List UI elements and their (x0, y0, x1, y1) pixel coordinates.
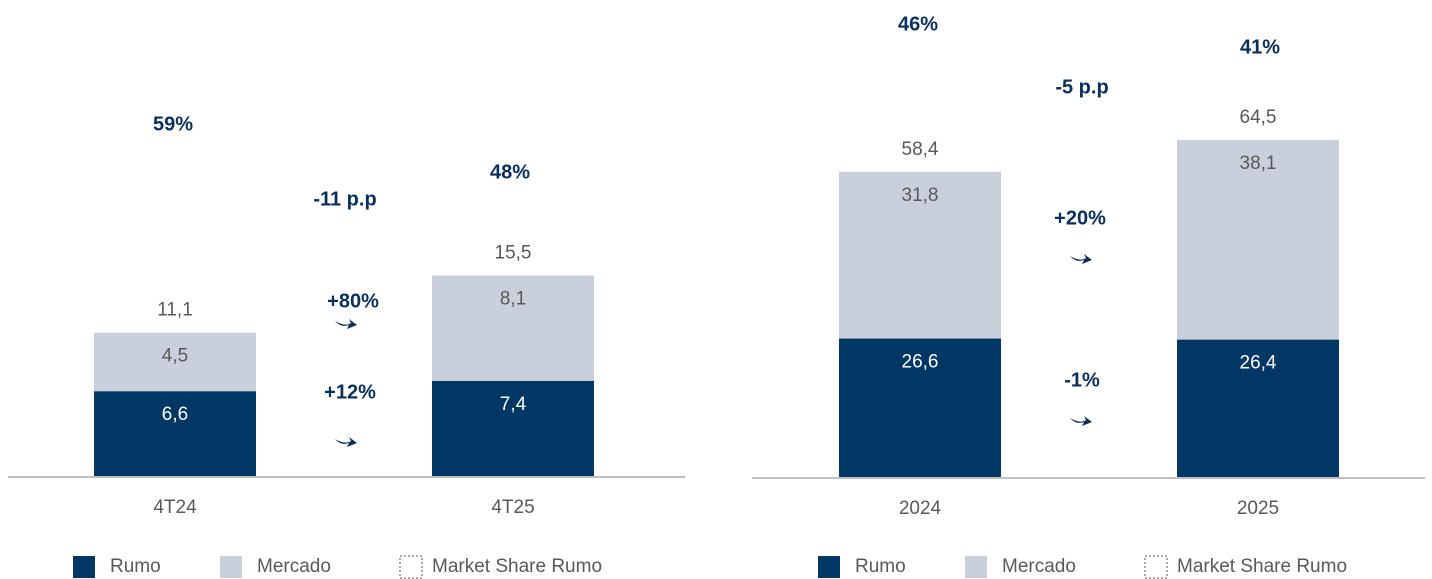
arrow (1070, 416, 1092, 426)
total-label: 64,5 (1240, 107, 1277, 128)
annotation: -1% (1064, 369, 1100, 391)
legend-label: Market Share Rumo (432, 556, 602, 577)
bar-segment (94, 332, 256, 392)
x-tick-label: 4T24 (153, 497, 197, 518)
legend-swatch (965, 556, 987, 578)
legend-swatch (220, 556, 242, 578)
annotation: -5 p.p (1055, 76, 1108, 98)
legend-label: Market Share Rumo (1177, 556, 1347, 577)
total-label: 58,4 (902, 139, 939, 160)
value-label: 7,4 (500, 394, 527, 415)
x-tick-label: 4T25 (491, 497, 534, 518)
annotation: +80% (327, 290, 379, 312)
market-share-label: 59% (153, 113, 193, 135)
value-label: 31,8 (902, 185, 939, 206)
legend-swatch (1144, 555, 1168, 579)
value-label: 26,6 (902, 352, 939, 373)
annotation: +12% (324, 381, 376, 403)
legend-swatch (399, 555, 423, 579)
total-label: 15,5 (495, 243, 532, 264)
market-share-label: 46% (898, 13, 938, 35)
value-label: 8,1 (500, 289, 526, 310)
legend-swatch (818, 556, 840, 578)
value-label: 26,4 (1240, 353, 1277, 374)
value-label: 38,1 (1240, 153, 1277, 174)
x-tick-label: 2025 (1237, 498, 1279, 519)
value-label: 4,5 (162, 346, 188, 367)
bar-segment (94, 391, 256, 477)
legend-swatch (73, 556, 95, 578)
bar-segment (1177, 139, 1339, 340)
market-share-label: 48% (490, 161, 530, 183)
total-label: 11,1 (157, 300, 193, 321)
x-tick-label: 2024 (899, 498, 942, 519)
legend-label: Mercado (1002, 556, 1076, 577)
market-share-label: 41% (1240, 36, 1280, 58)
legend-label: Rumo (855, 556, 906, 577)
bar-segment (839, 338, 1001, 478)
bar-segment (432, 275, 594, 381)
annotation: -11 p.p (313, 188, 376, 210)
arrow (335, 319, 357, 329)
arrow (335, 437, 357, 447)
legend-label: Rumo (110, 556, 161, 577)
annotation: +20% (1054, 207, 1106, 229)
bar-segment (432, 380, 594, 477)
bar-segment (1177, 339, 1339, 478)
bar-segment (839, 171, 1001, 339)
arrow (1070, 254, 1092, 264)
legend-label: Mercado (257, 556, 331, 577)
value-label: 6,6 (162, 404, 188, 425)
